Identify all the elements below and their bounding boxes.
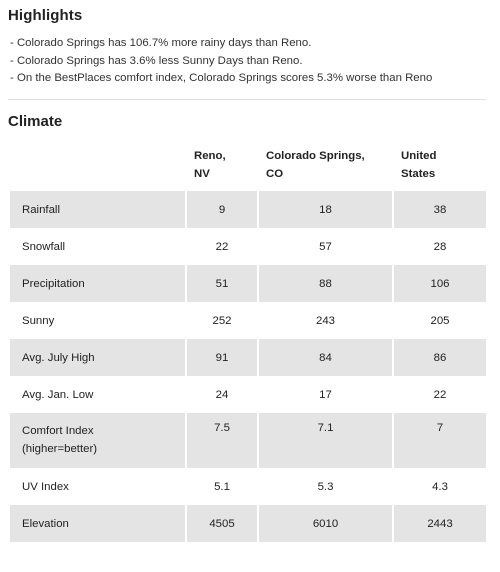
- cell-reno: 22: [186, 228, 259, 265]
- row-label: Avg. July High: [10, 339, 187, 376]
- cell-colorado-springs: 88: [258, 265, 394, 302]
- row-label: UV Index: [10, 468, 187, 505]
- cell-reno: 24: [186, 376, 259, 413]
- row-label-line1: Comfort Index: [22, 425, 94, 437]
- highlight-item: - Colorado Springs has 106.7% more rainy…: [10, 37, 312, 49]
- header-united-states: United States: [393, 138, 486, 191]
- header-us-line2: States: [401, 167, 436, 180]
- cell-colorado-springs: 6010: [258, 505, 394, 542]
- header-reno-line1: Reno,: [194, 149, 226, 162]
- cell-reno: 5.1: [186, 468, 259, 505]
- row-label-line2: (higher=better): [22, 443, 98, 455]
- header-cs-line1: Colorado Springs,: [266, 149, 365, 162]
- table-row: UV Index 5.1 5.3 4.3: [10, 468, 486, 505]
- cell-united-states: 205: [430, 314, 450, 327]
- table-row: Avg. July High 91 84 86: [10, 339, 486, 376]
- cell-united-states: 38: [393, 191, 486, 228]
- cell-colorado-springs: 57: [258, 228, 394, 265]
- table-row: Precipitation 51 88 106: [10, 265, 486, 302]
- climate-table: Reno, NV Colorado Springs, CO United Sta…: [10, 138, 486, 542]
- cell-colorado-springs: 5.3: [258, 468, 394, 505]
- table-row: Comfort Index (higher=better) 7.5 7.1 7: [10, 413, 486, 468]
- header-colorado-springs: Colorado Springs, CO: [258, 138, 393, 191]
- table-row: Avg. Jan. Low 24 17 22: [10, 376, 486, 413]
- row-label: Rainfall: [10, 191, 187, 228]
- cell-colorado-springs: 7.1: [258, 413, 394, 468]
- row-label: Sunny: [10, 302, 187, 339]
- table-row: Elevation 4505 6010 2443: [10, 505, 486, 542]
- cell-united-states: 28: [433, 240, 447, 253]
- header-cs-line2: CO: [266, 167, 284, 180]
- table-row: Sunny 252 243 205: [10, 302, 486, 339]
- table-row: Snowfall 22 57 28: [10, 228, 486, 265]
- cell-united-states: 2443: [393, 505, 486, 542]
- cell-united-states: 4.3: [432, 480, 448, 493]
- highlights-title: Highlights: [8, 7, 83, 24]
- row-label: Comfort Index (higher=better): [10, 413, 187, 468]
- cell-reno: 51: [186, 265, 259, 302]
- table-row: Rainfall 9 18 38: [10, 191, 486, 228]
- row-label: Precipitation: [10, 265, 187, 302]
- cell-colorado-springs: 84: [258, 339, 394, 376]
- cell-colorado-springs: 17: [258, 376, 394, 413]
- climate-title: Climate: [8, 113, 63, 130]
- cell-united-states: 22: [433, 388, 447, 401]
- cell-reno: 91: [186, 339, 259, 376]
- cell-colorado-springs: 243: [258, 302, 394, 339]
- highlight-item: - On the BestPlaces comfort index, Color…: [10, 72, 433, 84]
- cell-reno: 7.5: [186, 413, 259, 468]
- cell-colorado-springs: 18: [258, 191, 394, 228]
- cell-reno: 9: [186, 191, 259, 228]
- cell-reno: 4505: [186, 505, 259, 542]
- header-reno: Reno, NV: [186, 138, 258, 191]
- cell-united-states: 86: [393, 339, 486, 376]
- row-label: Avg. Jan. Low: [10, 376, 187, 413]
- cell-reno: 252: [186, 302, 259, 339]
- cell-united-states: 106: [393, 265, 486, 302]
- row-label: Elevation: [10, 505, 187, 542]
- table-header-row: Reno, NV Colorado Springs, CO United Sta…: [10, 138, 486, 191]
- section-divider: [8, 99, 486, 100]
- header-reno-line2: NV: [194, 167, 210, 180]
- header-empty: [10, 138, 186, 191]
- highlights-list: - Colorado Springs has 106.7% more rainy…: [10, 35, 432, 88]
- row-label: Snowfall: [10, 228, 187, 265]
- highlight-item: - Colorado Springs has 3.6% less Sunny D…: [10, 54, 303, 67]
- header-us-line1: United: [401, 149, 437, 162]
- cell-united-states: 7: [393, 413, 486, 468]
